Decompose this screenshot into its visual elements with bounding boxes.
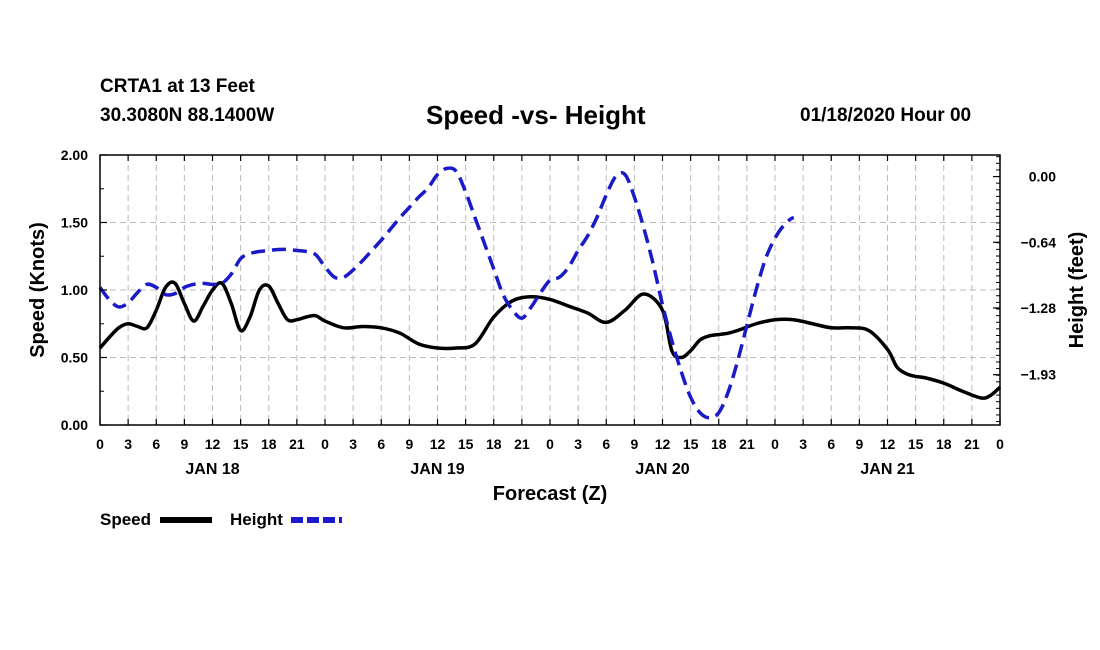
- x-tick-label: 6: [152, 436, 160, 452]
- y-left-tick-label: 0.00: [61, 417, 88, 433]
- legend-height-label: Height: [230, 510, 283, 529]
- axes: 0 3 6 9 12 15 18 21 0 3 6 9 12 15 18 21 0 3 6 9 12 15 18 21 0 3 6 9…: [61, 147, 1056, 478]
- x-tick-label: 12: [880, 436, 896, 452]
- station-coordinates: 30.3080N 88.1400W: [100, 105, 275, 126]
- x-tick-label: 12: [655, 436, 671, 452]
- x-tick-label: 9: [630, 436, 638, 452]
- y-left-tick-label: 1.00: [61, 282, 88, 298]
- y-axis-left-title: Speed (Knots): [27, 222, 49, 358]
- chart-title: Speed -vs- Height: [426, 100, 646, 130]
- y-left-tick-label: 1.50: [61, 215, 88, 231]
- x-tick-label: 9: [180, 436, 188, 452]
- series-layer: [98, 166, 1002, 420]
- day-label: JAN 18: [185, 461, 239, 478]
- x-tick-label: 6: [827, 436, 835, 452]
- y-right-tick-label: −1.93: [1021, 367, 1057, 383]
- x-tick-label: 18: [711, 436, 727, 452]
- x-tick-label: 3: [799, 436, 807, 452]
- grid-lines: [100, 155, 1000, 425]
- x-tick-label: 0: [996, 436, 1004, 452]
- x-tick-label: 18: [486, 436, 502, 452]
- x-tick-label: 0: [771, 436, 779, 452]
- x-tick-label: 21: [964, 436, 980, 452]
- series-speed-line: [98, 280, 1002, 400]
- y-right-tick-label: −0.64: [1021, 234, 1057, 250]
- x-tick-label: 21: [739, 436, 755, 452]
- forecast-time: 01/18/2020 Hour 00: [800, 105, 972, 126]
- station-title: CRTA1 at 13 Feet: [100, 76, 255, 97]
- x-tick-label: 15: [683, 436, 699, 452]
- x-tick-label: 9: [405, 436, 413, 452]
- x-tick-label: 18: [261, 436, 277, 452]
- x-tick-label: 3: [124, 436, 132, 452]
- x-tick-label: 0: [546, 436, 554, 452]
- x-tick-label: 15: [908, 436, 924, 452]
- y-left-tick-label: 2.00: [61, 147, 88, 163]
- day-label: JAN 19: [410, 461, 464, 478]
- x-tick-label: 21: [289, 436, 305, 452]
- x-tick-label: 6: [602, 436, 610, 452]
- x-axis-title: Forecast (Z): [493, 483, 607, 505]
- x-tick-label: 6: [377, 436, 385, 452]
- x-tick-label: 3: [349, 436, 357, 452]
- x-tick-label: 3: [574, 436, 582, 452]
- legend: Speed Height: [100, 510, 342, 529]
- y-right-tick-label: 0.00: [1029, 169, 1056, 185]
- y-left-tick-label: 0.50: [61, 350, 88, 366]
- day-label: JAN 20: [635, 461, 689, 478]
- x-tick-label: 9: [855, 436, 863, 452]
- legend-speed-label: Speed: [100, 510, 151, 529]
- x-tick-label: 15: [458, 436, 474, 452]
- y-axis-right-title: Height (feet): [1066, 232, 1088, 349]
- day-label: JAN 21: [860, 461, 914, 478]
- x-tick-label: 15: [233, 436, 249, 452]
- x-tick-label: 0: [321, 436, 329, 452]
- y-right-tick-label: −1.28: [1021, 300, 1057, 316]
- x-tick-label: 12: [430, 436, 446, 452]
- x-tick-label: 21: [514, 436, 530, 452]
- x-tick-label: 0: [96, 436, 104, 452]
- x-tick-label: 18: [936, 436, 952, 452]
- series-height-line: [98, 166, 795, 420]
- x-tick-label: 12: [205, 436, 221, 452]
